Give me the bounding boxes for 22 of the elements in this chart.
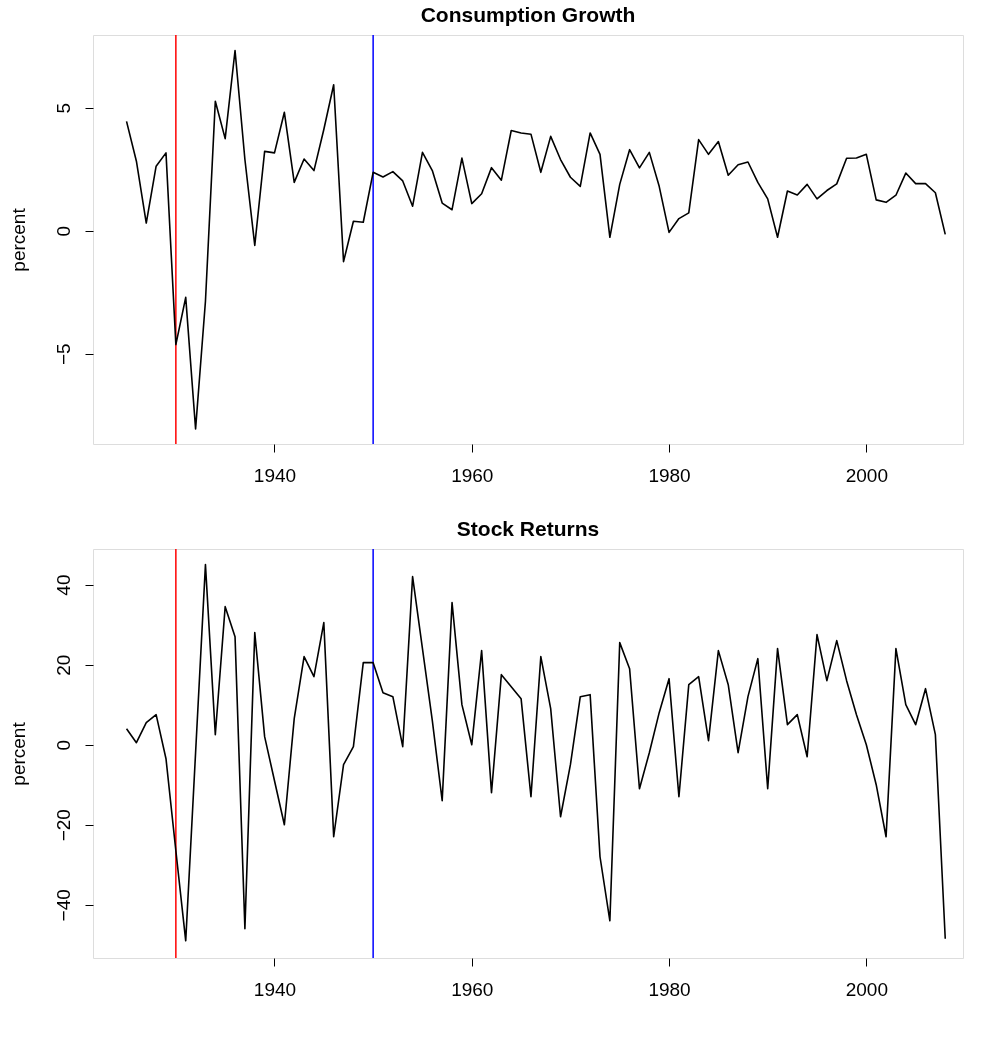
chart-title: Stock Returns [456,517,600,541]
y-tick-label: −5 [52,343,74,366]
y-tick-label: 0 [52,739,74,751]
y-axis-title: percent [7,721,29,786]
y-tick-label: 5 [52,102,74,114]
x-tick-label: 1940 [253,978,297,1000]
line-series [125,49,947,430]
y-axis-title: percent [7,207,29,272]
chart-title: Consumption Growth [420,3,636,27]
y-tick-label: 0 [52,225,74,237]
y-tick-label: 20 [52,654,74,676]
x-tick-label: 1980 [648,978,691,1000]
x-tick-label: 2000 [845,978,888,1000]
y-tick-label: −20 [52,809,74,842]
y-tick-label: −40 [52,889,74,922]
x-tick-label: 1960 [451,464,494,486]
x-tick-label: 1980 [648,464,691,486]
x-tick-label: 2000 [845,464,888,486]
x-tick-label: 1940 [253,464,297,486]
line-series [125,563,947,942]
y-tick-label: 40 [52,574,74,596]
x-tick-label: 1960 [451,978,494,1000]
